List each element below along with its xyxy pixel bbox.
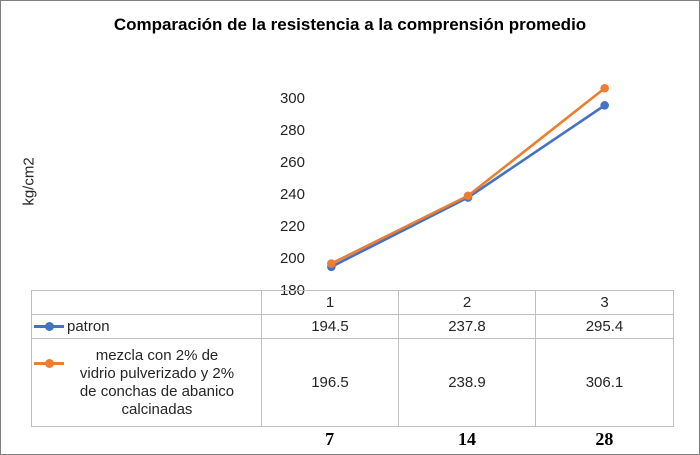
patron-value-1: 194.5 — [261, 314, 399, 339]
y-tick-label: 220 — [280, 218, 305, 235]
patron-value-3: 295.4 — [535, 314, 674, 339]
category-label-3: 3 — [535, 290, 674, 315]
mezcla-value-1: 196.5 — [261, 338, 399, 427]
legend-cell-patron: patron — [31, 314, 262, 339]
y-tick-label: 300 — [280, 90, 305, 107]
mezcla-series-name: mezcla con 2% de vidrio pulverizado y 2%… — [79, 346, 235, 418]
patron-series-marker-icon — [34, 322, 64, 331]
mezcla-value-2: 238.9 — [398, 338, 536, 427]
day-label-7: 7 — [325, 428, 335, 449]
mezcla-series-marker-icon — [34, 358, 64, 368]
y-tick-label: 280 — [280, 122, 305, 139]
chart-title: Comparación de la resistencia a la compr… — [113, 15, 587, 34]
series-line-1 — [330, 86, 606, 265]
y-tick-label: 200 — [280, 250, 305, 267]
data-point-series-1 — [463, 191, 473, 201]
y-tick-label: 240 — [280, 186, 305, 203]
day-labels-row: 7 14 28 — [31, 427, 673, 451]
category-label-2: 2 — [398, 290, 536, 315]
data-point-series-1 — [600, 83, 609, 93]
patron-value-2: 237.8 — [398, 314, 536, 339]
table-corner-cell — [31, 290, 262, 315]
day-label-14: 14 — [457, 428, 476, 449]
legend-cell-mezcla: mezcla con 2% de vidrio pulverizado y 2%… — [31, 338, 262, 427]
data-point-series-1 — [327, 259, 336, 268]
data-point-series-0 — [600, 101, 609, 110]
category-label-1: 1 — [261, 290, 399, 315]
day-label-28: 28 — [595, 428, 614, 449]
patron-series-name: patron — [67, 318, 110, 335]
y-tick-label: 260 — [280, 154, 305, 171]
mezcla-value-3: 306.1 — [535, 338, 674, 427]
data-table: 1 2 3 patron 194.5 237.8 295.4 mezcla co… — [31, 290, 674, 427]
